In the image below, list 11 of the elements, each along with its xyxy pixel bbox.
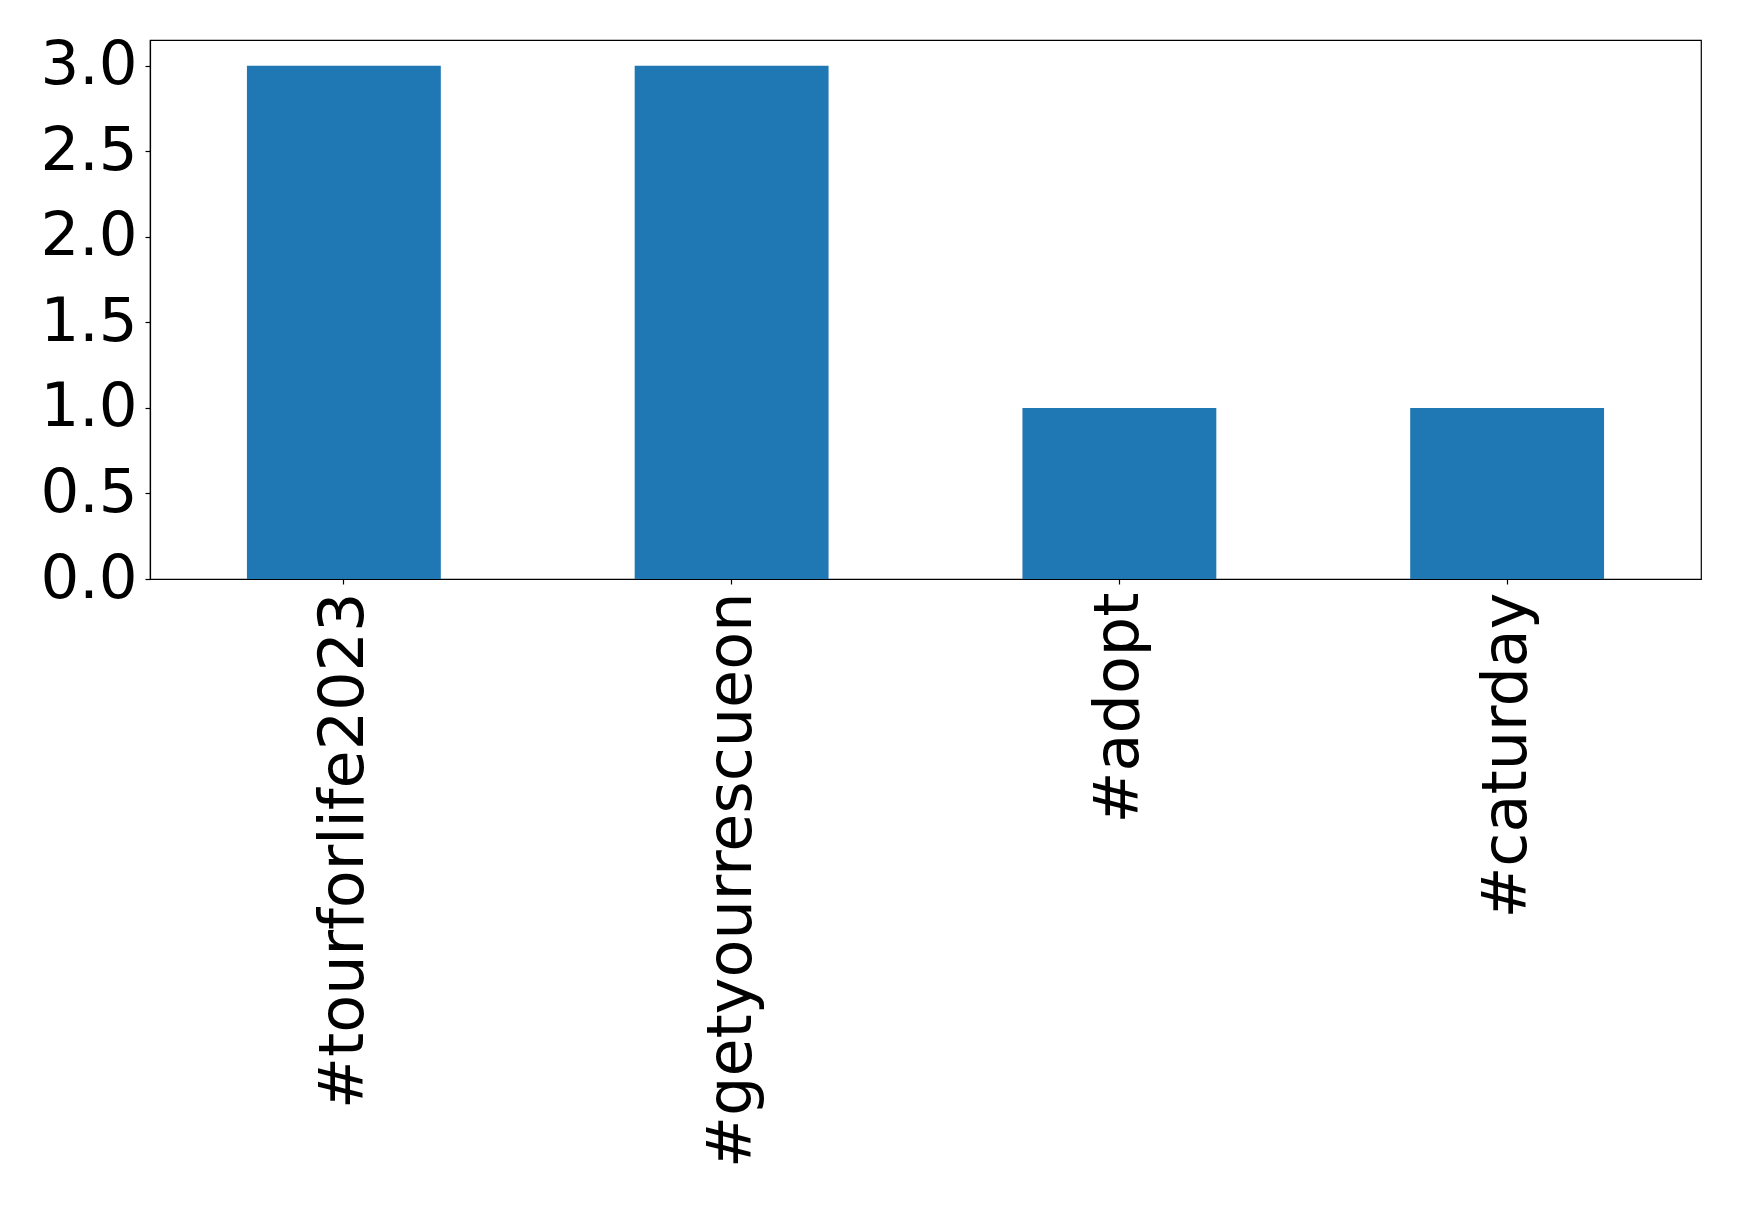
x-tick-label: #adopt — [1080, 592, 1154, 824]
y-tick-label: 2.5 — [40, 112, 138, 184]
y-tick-label: 0.5 — [40, 454, 138, 526]
y-tick-label: 1.0 — [40, 369, 138, 441]
y-tick-label: 3.0 — [40, 27, 138, 99]
y-tick-label: 1.5 — [40, 283, 138, 355]
y-tick-label: 0.0 — [40, 540, 138, 612]
x-tick-label: #caturday — [1468, 592, 1542, 919]
y-tick-label: 2.0 — [40, 198, 138, 270]
x-tick-label: #tourforlife2023 — [304, 592, 378, 1109]
x-tick-label: #getyourrescueon — [692, 592, 766, 1168]
